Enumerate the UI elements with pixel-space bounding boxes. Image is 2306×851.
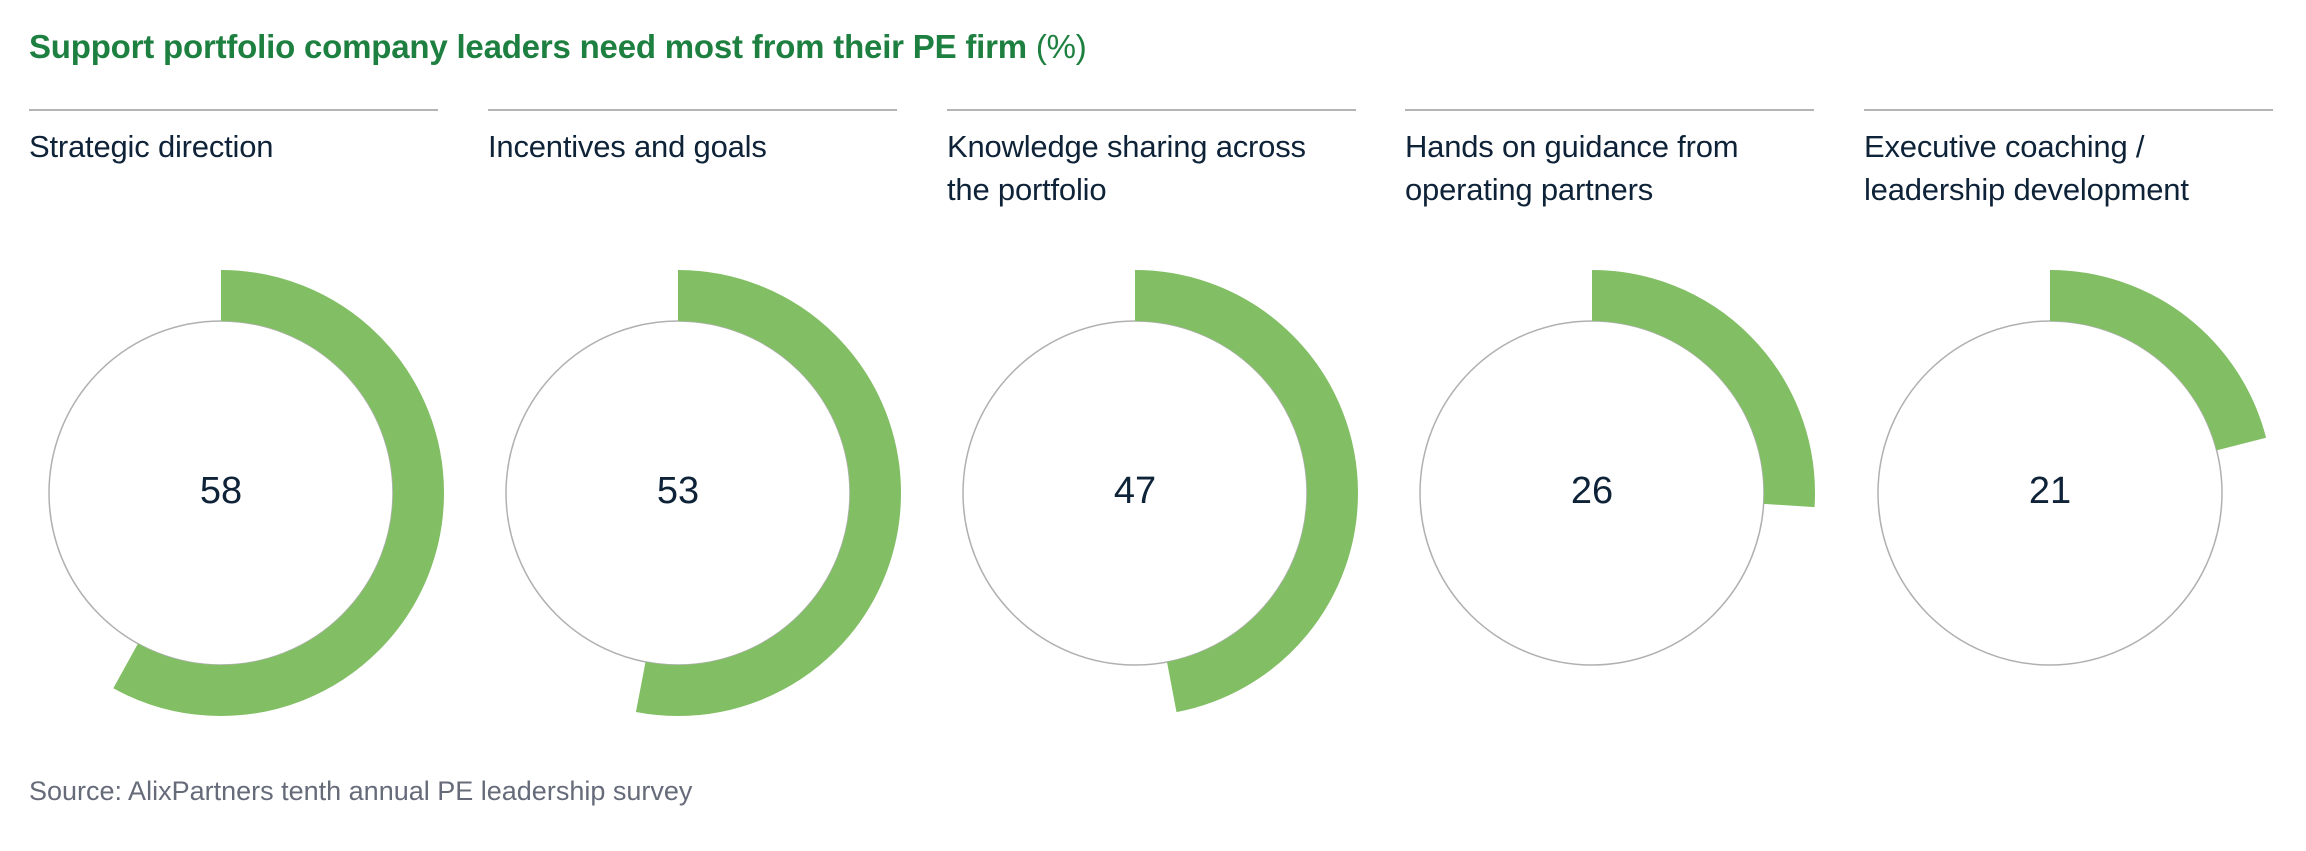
ring-value: 47 bbox=[1113, 470, 1157, 512]
metric-label: Hands on guidance from operating partner… bbox=[1405, 125, 1814, 211]
ring-progress-arc bbox=[1827, 270, 2273, 716]
source-note: Source: AlixPartners tenth annual PE lea… bbox=[29, 776, 693, 806]
metric-column: Knowledge sharing across the portfolio bbox=[947, 109, 1356, 729]
ring-progress-arc bbox=[0, 270, 444, 716]
metric-label-line: the portfolio bbox=[947, 172, 1107, 207]
column-divider bbox=[488, 109, 897, 111]
metric-label: Incentives and goals bbox=[488, 125, 897, 168]
metric-label-line: Knowledge sharing across bbox=[947, 129, 1306, 164]
chart-title: Support portfolio company leaders need m… bbox=[29, 27, 1087, 67]
ring-value: 58 bbox=[199, 470, 243, 512]
chart-title-unit: (%) bbox=[1035, 28, 1087, 65]
metric-label-line: Strategic direction bbox=[29, 129, 274, 164]
metric-label: Knowledge sharing across the portfolio bbox=[947, 125, 1356, 211]
column-divider bbox=[1405, 109, 1814, 111]
metric-label-line: leadership development bbox=[1864, 172, 2189, 207]
metric-column: Strategic direction bbox=[29, 109, 438, 729]
metric-label-line: Executive coaching / bbox=[1864, 129, 2145, 164]
column-divider bbox=[1864, 109, 2273, 111]
metric-label-line: operating partners bbox=[1405, 172, 1654, 207]
ring-value: 26 bbox=[1570, 470, 1614, 512]
metric-column: Incentives and goals bbox=[488, 109, 897, 729]
column-divider bbox=[947, 109, 1356, 111]
metric-column: Executive coaching / leadership developm… bbox=[1864, 109, 2273, 729]
chart-title-text: Support portfolio company leaders need m… bbox=[29, 28, 1027, 65]
ring-value: 53 bbox=[656, 470, 700, 512]
column-divider bbox=[29, 109, 438, 111]
metric-label-line: Hands on guidance from bbox=[1405, 129, 1739, 164]
ring-value: 21 bbox=[2028, 470, 2072, 512]
ring-progress-arc bbox=[455, 270, 901, 716]
metric-label: Executive coaching / leadership developm… bbox=[1864, 125, 2273, 211]
metric-column: Hands on guidance from operating partner… bbox=[1405, 109, 1814, 729]
ring-progress-arc bbox=[912, 270, 1358, 716]
ring-progress-arc bbox=[1369, 270, 1815, 716]
metric-label-line: Incentives and goals bbox=[488, 129, 767, 164]
metric-label: Strategic direction bbox=[29, 125, 438, 168]
